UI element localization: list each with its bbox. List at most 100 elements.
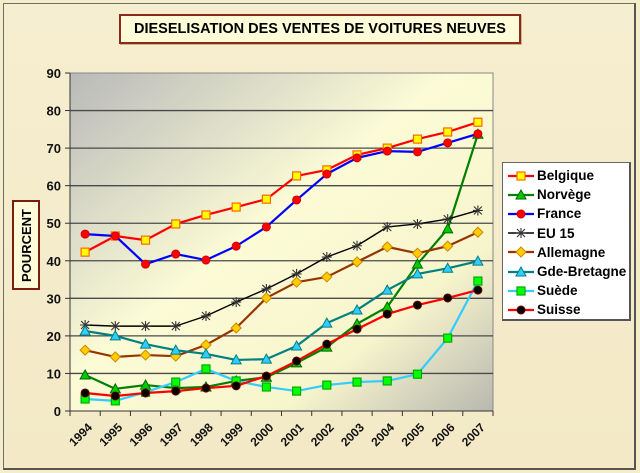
- x-tick-label: 2000: [248, 420, 277, 449]
- data-point: [170, 321, 181, 332]
- data-point: [171, 377, 181, 387]
- data-point: [79, 368, 91, 380]
- data-point: [231, 297, 242, 308]
- data-point: [412, 147, 422, 157]
- x-tick-label: 1997: [157, 420, 186, 449]
- x-tick-label: 1999: [217, 420, 246, 449]
- y-tick-label: 0: [54, 404, 61, 419]
- data-point: [443, 333, 453, 343]
- data-point: [321, 252, 332, 263]
- legend-swatch: [508, 228, 534, 239]
- x-tick-label: 1994: [66, 420, 95, 449]
- data-point: [230, 353, 243, 365]
- legend-item: Gde-Bretagne: [507, 262, 629, 281]
- data-point: [516, 209, 526, 219]
- series-line: [85, 209, 479, 327]
- x-tick-label: 1995: [96, 420, 125, 449]
- legend-label: Allemagne: [537, 244, 606, 260]
- legend-item: Allemagne: [507, 243, 629, 262]
- data-point: [80, 388, 90, 398]
- x-tick-label: 2006: [429, 420, 458, 449]
- data-point: [290, 339, 303, 351]
- series-allemagne: [79, 226, 484, 363]
- data-point: [516, 170, 526, 181]
- series-france: [80, 129, 483, 269]
- y-axis-label-box: POURCENT: [12, 200, 40, 290]
- data-point: [441, 240, 454, 252]
- data-point: [261, 371, 271, 381]
- data-point: [230, 322, 242, 334]
- y-tick-label: 80: [47, 104, 61, 119]
- data-point: [260, 353, 273, 364]
- data-point: [261, 222, 271, 232]
- data-point: [382, 309, 392, 319]
- data-point: [261, 194, 271, 204]
- legend-item: Belgique: [507, 166, 629, 185]
- data-point: [109, 351, 122, 363]
- chart-title-box: DIESELISATION DES VENTES DE VOITURES NEU…: [119, 14, 521, 44]
- data-point: [261, 283, 272, 294]
- x-tick-label: 2005: [399, 420, 428, 449]
- data-point: [441, 262, 454, 273]
- legend-swatch: [508, 286, 534, 296]
- legend-item: Suède: [507, 281, 629, 300]
- data-point: [412, 300, 422, 310]
- y-tick-label: 70: [47, 141, 61, 156]
- legend-item: EU 15: [507, 224, 629, 243]
- data-point: [201, 255, 211, 265]
- legend-label: EU 15: [537, 225, 575, 241]
- legend-label: Gde-Bretagne: [537, 264, 627, 280]
- data-point: [231, 241, 241, 251]
- data-point: [140, 321, 151, 332]
- data-point: [140, 235, 151, 245]
- data-point: [139, 349, 152, 361]
- x-tick-label: 1998: [187, 420, 216, 449]
- data-point: [472, 226, 484, 238]
- chart-title: DIESELISATION DES VENTES DE VOITURES NEU…: [134, 21, 506, 37]
- y-ticks: 0 10 20 30 40 50 60 70 80 90: [47, 66, 70, 419]
- data-point: [171, 219, 181, 229]
- x-tick-label: 2001: [278, 420, 307, 449]
- legend-swatch: [508, 170, 534, 181]
- data-point: [352, 240, 363, 251]
- data-point: [472, 205, 483, 216]
- data-point: [472, 255, 484, 266]
- data-point: [110, 391, 120, 401]
- data-point: [200, 310, 211, 321]
- series-suisse: [80, 285, 483, 401]
- data-point: [351, 303, 363, 315]
- legend-item: France: [507, 204, 629, 223]
- series-line: [85, 280, 479, 402]
- series-su-de: [80, 276, 483, 406]
- legend-swatch: [508, 246, 534, 259]
- legend-label: Norvège: [537, 187, 592, 203]
- legend-swatch: [508, 188, 534, 200]
- data-point: [381, 241, 393, 253]
- data-point: [411, 267, 424, 279]
- data-point: [79, 324, 91, 336]
- series-eu-15: [80, 205, 483, 332]
- legend-swatch: [508, 305, 534, 315]
- legend-swatch: [508, 265, 534, 277]
- data-point: [412, 369, 423, 379]
- legend-label: Suisse: [537, 302, 581, 318]
- data-point: [516, 228, 526, 239]
- legend-label: Suède: [537, 283, 578, 299]
- data-point: [352, 153, 362, 163]
- grid-lines: [70, 109, 493, 375]
- data-point: [79, 344, 91, 356]
- y-tick-label: 30: [47, 291, 61, 306]
- series-line: [84, 133, 479, 390]
- y-tick-label: 40: [47, 254, 61, 269]
- data-point: [321, 271, 333, 283]
- legend-item: Norvège: [507, 185, 629, 204]
- x-ticks: 1994 1995 1996 1997 1998 1999 2000 2001 2002 2003…: [66, 411, 494, 449]
- data-point: [201, 210, 211, 220]
- series-line: [84, 260, 479, 362]
- data-point: [291, 268, 302, 279]
- data-point: [200, 347, 212, 359]
- data-point: [201, 383, 211, 393]
- data-point: [412, 134, 423, 144]
- data-point: [141, 388, 151, 398]
- legend-item: Suisse: [507, 300, 629, 319]
